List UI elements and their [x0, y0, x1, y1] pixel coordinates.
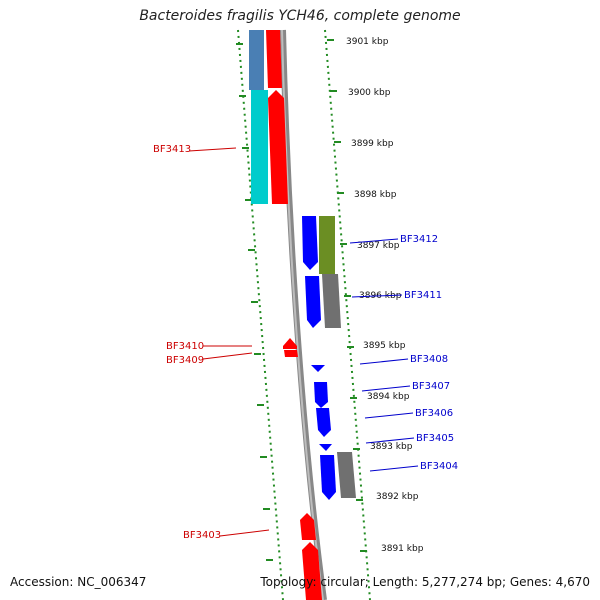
cds-bf3411[interactable]	[305, 276, 321, 328]
kbp-label: 3899 kbp	[351, 139, 394, 149]
cds-bf3412[interactable]	[302, 216, 318, 270]
cds-red-top[interactable]	[266, 30, 282, 88]
gene-label-bf3410[interactable]: BF3410	[166, 341, 204, 352]
cog-block-gray-bf3411[interactable]	[322, 274, 341, 328]
cds-bf3404[interactable]	[320, 455, 336, 500]
cog-block-steelblue[interactable]	[249, 30, 264, 90]
kbp-label: 3891 kbp	[381, 544, 424, 554]
gene-label-bf3406[interactable]: BF3406	[415, 408, 453, 419]
gene-label-bf3407[interactable]: BF3407	[412, 381, 450, 392]
gene-label-bf3408[interactable]: BF3408	[410, 354, 448, 365]
gene-label-bf3404[interactable]: BF3404	[420, 461, 458, 472]
gene-label-bf3403[interactable]: BF3403	[183, 530, 221, 541]
kbp-label: 3900 kbp	[348, 88, 391, 98]
cds-bf3413[interactable]	[268, 90, 288, 204]
gene-label-bf3413[interactable]: BF3413	[153, 144, 191, 155]
gene-label-bf3405[interactable]: BF3405	[416, 433, 454, 444]
reverse-gene-labels: BF3412 BF3411 BF3408 BF3407 BF3406 BF340…	[349, 234, 458, 472]
cog-block-gray-bf3404[interactable]	[337, 452, 356, 498]
kbp-label: 3894 kbp	[367, 392, 410, 402]
cds-bf3406[interactable]	[316, 408, 331, 437]
cds-bf3403-b[interactable]	[302, 542, 322, 600]
cds-bf3407[interactable]	[314, 382, 328, 408]
cds-bf3403-a[interactable]	[300, 513, 316, 540]
gene-label-bf3412[interactable]: BF3412	[400, 234, 438, 245]
kbp-label: 3895 kbp	[363, 341, 406, 351]
genome-title: Bacteroides fragilis YCH46, complete gen…	[139, 8, 461, 24]
genome-summary-text: Topology: circular; Length: 5,277,274 bp…	[260, 575, 590, 589]
cog-block-olive[interactable]	[319, 216, 335, 274]
kbp-label: 3897 kbp	[357, 241, 400, 251]
cog-block-cyan[interactable]	[251, 90, 268, 204]
kbp-label: 3892 kbp	[376, 492, 419, 502]
tick-marks	[236, 39, 367, 561]
cds-bf3409[interactable]	[284, 350, 298, 357]
cds-bf3408[interactable]	[311, 365, 325, 372]
kbp-label: 3901 kbp	[346, 37, 389, 47]
gene-label-bf3411[interactable]: BF3411	[404, 290, 442, 301]
kbp-label: 3898 kbp	[354, 190, 397, 200]
cds-bf3405[interactable]	[319, 444, 332, 451]
forward-gene-labels: BF3413 BF3410 BF3409 BF3403	[153, 144, 270, 541]
kbp-label: 3893 kbp	[370, 442, 413, 452]
cds-bf3410[interactable]	[283, 338, 297, 349]
accession-text: Accession: NC_006347	[10, 575, 147, 589]
gene-label-bf3409[interactable]: BF3409	[166, 355, 204, 366]
